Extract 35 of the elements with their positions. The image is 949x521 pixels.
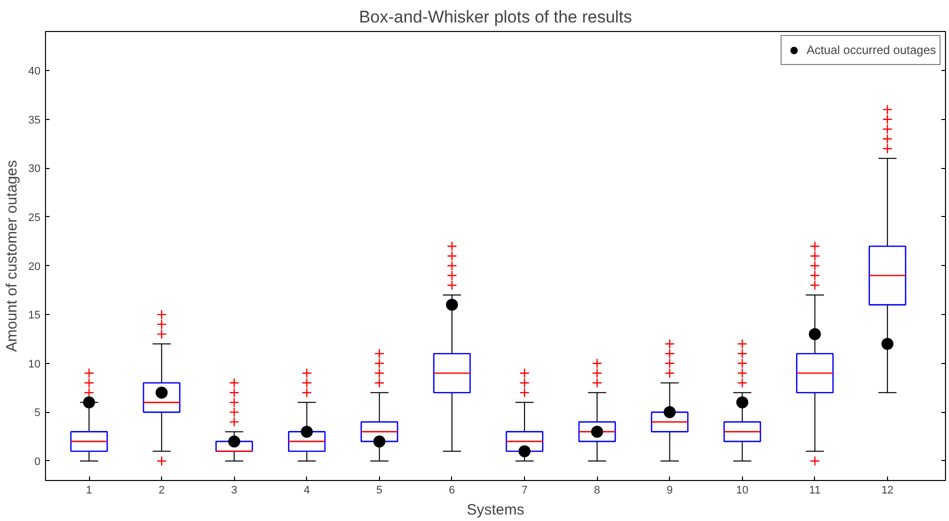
y-axis-title: Amount of customer outages <box>3 160 20 352</box>
x-tick-label: 10 <box>736 484 748 496</box>
point <box>373 435 386 448</box>
x-tick-label: 12 <box>881 484 894 496</box>
point <box>518 445 531 458</box>
x-tick-label: 5 <box>376 484 382 496</box>
y-tick-label: 5 <box>34 407 41 420</box>
point <box>83 396 96 408</box>
point <box>664 406 676 418</box>
y-tick-label: 0 <box>34 456 41 468</box>
y-tick-label: 10 <box>28 358 41 370</box>
point <box>881 338 894 350</box>
x-tick-label: 4 <box>304 484 310 496</box>
x-tick-label: 2 <box>158 484 165 496</box>
y-tick-label: 20 <box>28 260 41 273</box>
x-tick-label: 1 <box>86 484 92 496</box>
chart-title: Box-and-Whisker plots of the results <box>358 8 632 26</box>
point <box>446 298 458 311</box>
x-tick-label: 7 <box>521 484 528 496</box>
point <box>300 426 313 438</box>
x-tick-label: 3 <box>231 484 238 496</box>
y-tick-label: 25 <box>28 212 41 224</box>
x-tick-label: 6 <box>448 484 456 496</box>
y-tick-label: 15 <box>28 310 41 322</box>
point <box>808 328 821 340</box>
x-tick-label: 11 <box>809 484 821 496</box>
y-tick-label: 35 <box>28 114 41 126</box>
y-tick-label: 30 <box>28 163 41 176</box>
x-tick-label: 9 <box>666 484 673 496</box>
x-axis-title: Systems <box>466 502 524 518</box>
x-tick-label: 8 <box>594 484 600 496</box>
y-tick-label: 40 <box>28 66 41 78</box>
point <box>736 396 748 408</box>
legend-label: Actual occurred outages <box>806 43 936 57</box>
point <box>228 435 240 448</box>
